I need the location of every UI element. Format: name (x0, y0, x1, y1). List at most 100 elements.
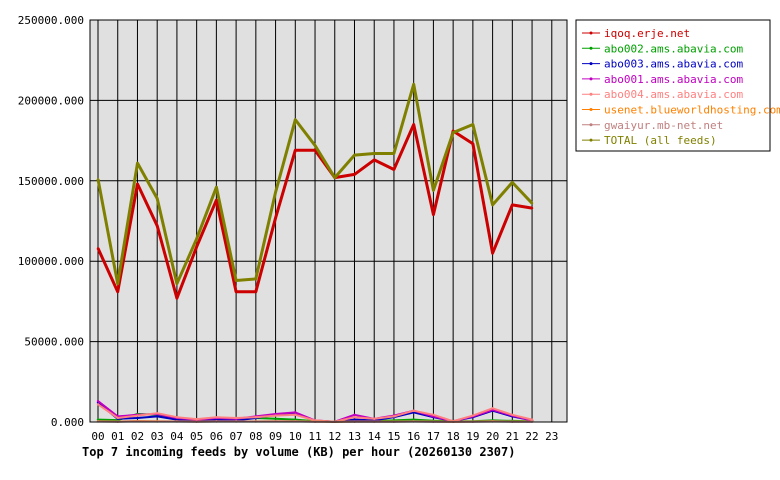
data-point (511, 181, 514, 184)
data-point (353, 415, 356, 419)
data-point (373, 152, 376, 155)
data-point (294, 413, 297, 416)
data-point (412, 409, 415, 412)
legend-marker (589, 46, 593, 50)
data-point (195, 237, 198, 240)
x-tick-label: 08 (249, 430, 262, 443)
x-tick-label: 07 (229, 430, 242, 443)
x-tick-label: 03 (151, 430, 164, 443)
data-point (274, 190, 277, 194)
data-point (294, 411, 297, 414)
y-axis-ticks: 0.000 50000.000 100000.000 150000.000 200000… (18, 14, 84, 429)
data-point (353, 413, 356, 416)
legend-marker (589, 108, 593, 111)
data-point (471, 142, 475, 146)
data-point (215, 415, 218, 419)
data-point (96, 403, 100, 406)
data-point (471, 123, 475, 126)
x-tick-label: 22 (525, 430, 538, 443)
y-tick-label: 250000.000 (18, 14, 84, 27)
x-tick-label: 05 (190, 430, 203, 443)
x-tick-label: 06 (210, 430, 223, 443)
data-point (432, 213, 435, 216)
data-point (471, 414, 475, 417)
data-point (392, 168, 396, 171)
data-point (294, 118, 297, 121)
legend-marker (589, 62, 593, 66)
x-tick-label: 20 (486, 430, 499, 443)
x-axis-ticks: 00 01 02 03 04 05 06 07 08 09 10 11 12 13 14 15 16 17 18 19… (91, 430, 558, 443)
y-tick-label: 50000.000 (24, 336, 84, 349)
legend-marker (589, 138, 593, 142)
data-point (294, 149, 297, 152)
data-point (234, 416, 238, 420)
data-point (96, 247, 100, 250)
x-tick-label: 09 (269, 430, 282, 443)
legend-marker (589, 92, 593, 96)
data-point (412, 418, 415, 421)
data-point (175, 282, 179, 285)
x-tick-label: 02 (131, 430, 144, 443)
data-point (254, 290, 258, 293)
legend-marker (589, 77, 593, 81)
legend-label: abo002.ams.abavia.com (604, 42, 743, 55)
data-point (175, 415, 179, 419)
data-point (530, 202, 534, 205)
data-point (313, 149, 317, 152)
legend-label: abo001.ams.abavia.com (604, 73, 743, 86)
data-point (353, 418, 356, 421)
data-point (195, 417, 198, 421)
data-point (96, 177, 100, 181)
data-point (530, 206, 534, 210)
data-point (234, 279, 238, 282)
y-tick-label: 100000.000 (18, 255, 84, 268)
x-tick-label: 00 (91, 430, 104, 443)
y-tick-label: 200000.000 (18, 94, 84, 107)
data-point (215, 198, 218, 202)
legend-label: iqoq.erje.net (604, 27, 690, 40)
data-point (432, 189, 435, 192)
data-point (412, 123, 415, 126)
data-point (392, 415, 396, 418)
data-point (195, 245, 198, 248)
legend-label: TOTAL (all feeds) (604, 134, 717, 147)
data-point (274, 417, 277, 420)
x-tick-label: 11 (308, 430, 321, 443)
data-point (373, 158, 376, 162)
data-point (136, 182, 139, 186)
legend-marker (589, 123, 593, 127)
plot-frame (89, 19, 568, 423)
legend-marker (589, 31, 593, 35)
data-point (392, 152, 396, 155)
chart-title: Top 7 incoming feeds by volume (KB) per … (82, 445, 515, 459)
data-point (491, 251, 494, 255)
x-tick-label: 14 (368, 430, 382, 443)
x-tick-label: 04 (170, 430, 184, 443)
legend: iqoq.erje.net abo002.ams.abavia.com abo003… (575, 19, 780, 152)
y-tick-label: 0.000 (51, 416, 84, 429)
data-point (136, 416, 139, 420)
data-point (511, 413, 514, 416)
data-point (432, 413, 435, 416)
x-tick-label: 17 (427, 430, 440, 443)
data-point (274, 414, 277, 417)
legend-label: usenet.blueworldhosting.com (604, 104, 780, 117)
data-point (254, 277, 258, 281)
data-point (136, 161, 139, 165)
data-point (530, 418, 534, 421)
y-tick-label: 150000.000 (18, 175, 84, 188)
x-tick-label: 23 (545, 430, 558, 443)
data-point (412, 83, 415, 86)
data-point (155, 415, 159, 418)
data-point (491, 407, 494, 410)
legend-label: abo003.ams.abavia.com (604, 58, 743, 71)
data-point (116, 282, 119, 285)
data-point (175, 296, 179, 300)
data-point (511, 203, 514, 207)
x-tick-label: 15 (387, 430, 400, 443)
legend-box (575, 19, 771, 152)
x-tick-label: 10 (289, 430, 302, 443)
data-point (254, 415, 258, 419)
data-point (116, 290, 119, 293)
